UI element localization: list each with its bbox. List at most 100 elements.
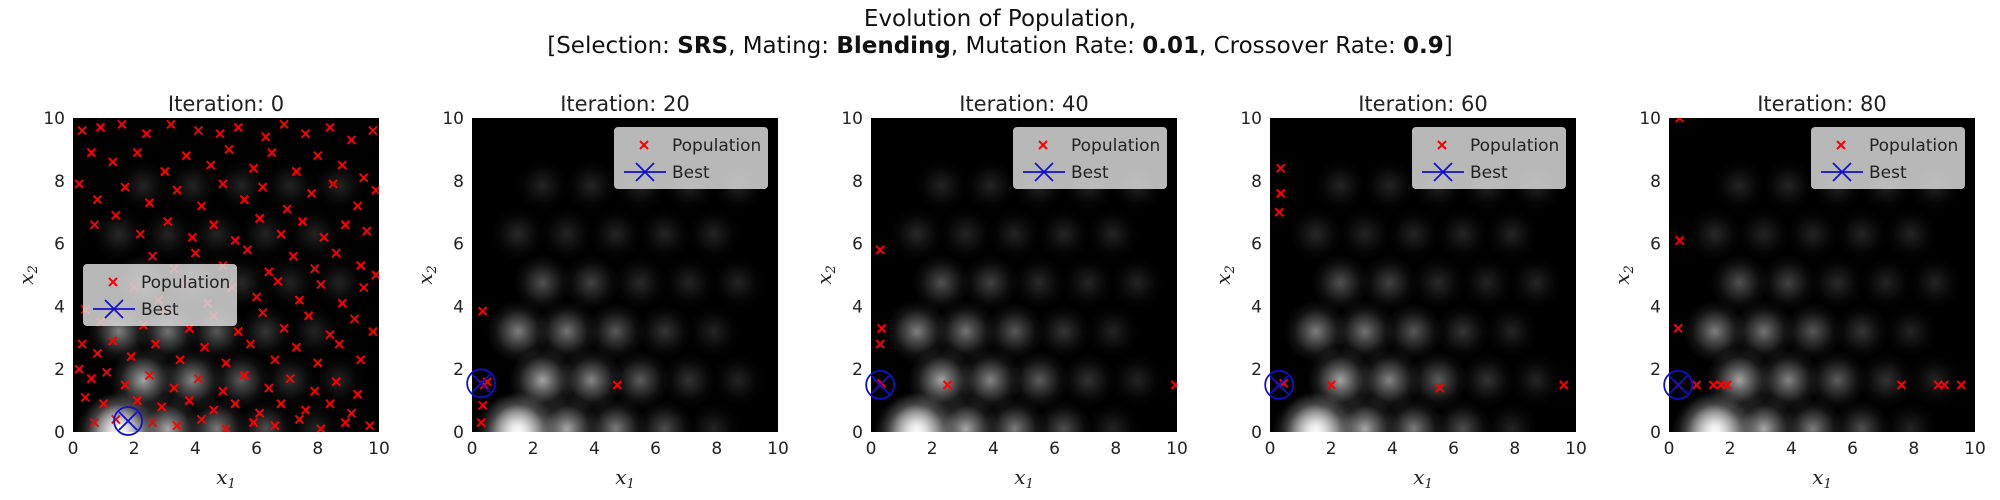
best-point-stroke-b — [1269, 375, 1289, 395]
population-point — [254, 408, 265, 418]
y-axis-label-subscript: 2 — [26, 265, 41, 274]
landscape-bump — [288, 305, 341, 358]
y-axis-label-subscript: 2 — [425, 265, 440, 274]
landscape-bump — [885, 300, 949, 364]
mating-value: Blending — [836, 33, 951, 59]
population-point-stroke-b — [147, 251, 158, 261]
population-point-stroke-b — [239, 370, 250, 381]
population-point — [1326, 380, 1336, 390]
population-point — [279, 323, 289, 334]
population-point — [612, 380, 623, 390]
population-point-stroke-b — [300, 128, 311, 139]
legend: Population Best — [1013, 127, 1167, 189]
panel-title: Iteration: 40 — [959, 92, 1089, 116]
landscape-bump — [117, 159, 170, 212]
landscape-bump — [1062, 256, 1115, 309]
x-tick-label: 10 — [767, 439, 789, 459]
landscape-bump — [1357, 348, 1422, 412]
mutation-value: 0.01 — [1142, 33, 1199, 59]
population-point-stroke-b — [1276, 188, 1286, 199]
landscape-bump — [1832, 399, 1891, 432]
population-point — [371, 270, 379, 280]
landscape-bump — [236, 399, 295, 432]
population-point-stroke-b — [294, 414, 305, 425]
population-point — [358, 172, 369, 183]
landscape-bump — [559, 348, 624, 412]
population-point-stroke-b — [368, 326, 378, 337]
panel-title: Iteration: 80 — [1757, 92, 1887, 116]
population-point-stroke-b — [310, 264, 320, 274]
landscape-bump — [1485, 305, 1538, 358]
population-point-stroke-b — [346, 135, 357, 145]
population-point-stroke-b — [248, 163, 259, 173]
population-point — [1673, 323, 1683, 334]
population-point-stroke-b — [193, 125, 204, 136]
population-point-stroke-b — [205, 160, 216, 170]
population-point — [294, 295, 305, 305]
landscape-bump — [1111, 256, 1164, 309]
y-tick-label: 2 — [54, 360, 65, 380]
population-point-stroke-b — [358, 282, 369, 293]
population-point-stroke-b — [349, 314, 360, 324]
y-axis-label: x2 — [812, 265, 839, 285]
population-point — [310, 386, 320, 396]
landscape-bump — [610, 350, 671, 411]
population-point — [233, 122, 243, 133]
population-point-stroke-b — [254, 408, 265, 418]
population-point-stroke-b — [144, 198, 155, 208]
y-tick-label: 0 — [1251, 423, 1262, 443]
landscape-bump — [513, 253, 572, 313]
population-point-stroke-b — [1956, 380, 1966, 390]
landscape-bump — [1883, 401, 1938, 432]
population-point — [279, 119, 289, 129]
population-point-stroke-b — [150, 339, 161, 349]
population-point — [340, 220, 351, 230]
population-point-stroke-b — [365, 421, 375, 431]
legend-population-marker-stroke-b — [639, 140, 649, 150]
population-point — [251, 292, 262, 302]
y-axis-label: x2 — [14, 265, 41, 285]
population-point-stroke-b — [160, 166, 170, 177]
legend-best-marker-stroke-b — [635, 162, 655, 182]
population-point — [209, 405, 219, 415]
population-point — [248, 417, 259, 428]
population-point-stroke-b — [233, 326, 243, 337]
population-point — [144, 198, 155, 208]
y-tick-label: 4 — [1650, 297, 1661, 317]
legend-best-marker — [1433, 162, 1453, 182]
population-point — [306, 188, 317, 199]
population-point — [111, 210, 121, 221]
population-point — [86, 147, 97, 158]
y-tick-label: 10 — [841, 109, 863, 129]
legend-population-label: Population — [1470, 136, 1559, 156]
population-point-stroke-b — [612, 380, 623, 390]
x-tick-label: 0 — [467, 439, 478, 459]
landscape-bump — [1085, 401, 1140, 432]
y-tick-label: 4 — [852, 297, 863, 317]
population-point — [1956, 380, 1966, 390]
landscape-bump — [565, 159, 618, 212]
best-marker — [1264, 369, 1295, 400]
population-point — [877, 323, 887, 334]
population-point — [196, 201, 207, 211]
x-tick-label: 6 — [251, 439, 262, 459]
best-point-stroke-b — [471, 373, 491, 393]
landscape-bump — [1510, 256, 1563, 309]
y-tick-label: 8 — [1251, 172, 1262, 192]
landscape-bump — [1314, 159, 1367, 212]
panel-4: 00 2 2 4 4 6 6 8 8 10 10 x1 x2 Iteration: 80 Populatio… — [1610, 92, 1986, 492]
population-point-stroke-b — [285, 373, 295, 384]
population-point-stroke-b — [120, 182, 130, 192]
population-point-stroke-b — [279, 119, 289, 129]
y-tick-label: 0 — [453, 423, 464, 443]
population-point — [355, 260, 366, 271]
population-point-stroke-b — [337, 160, 347, 170]
y-axis-label-subscript: 2 — [1223, 265, 1238, 274]
legend-population-marker — [1038, 140, 1048, 150]
population-point — [1675, 235, 1685, 246]
landscape-bump — [190, 208, 243, 261]
population-point-stroke-b — [172, 421, 182, 431]
x-tick-label: 0 — [1265, 439, 1276, 459]
landscape-bump — [636, 303, 693, 360]
